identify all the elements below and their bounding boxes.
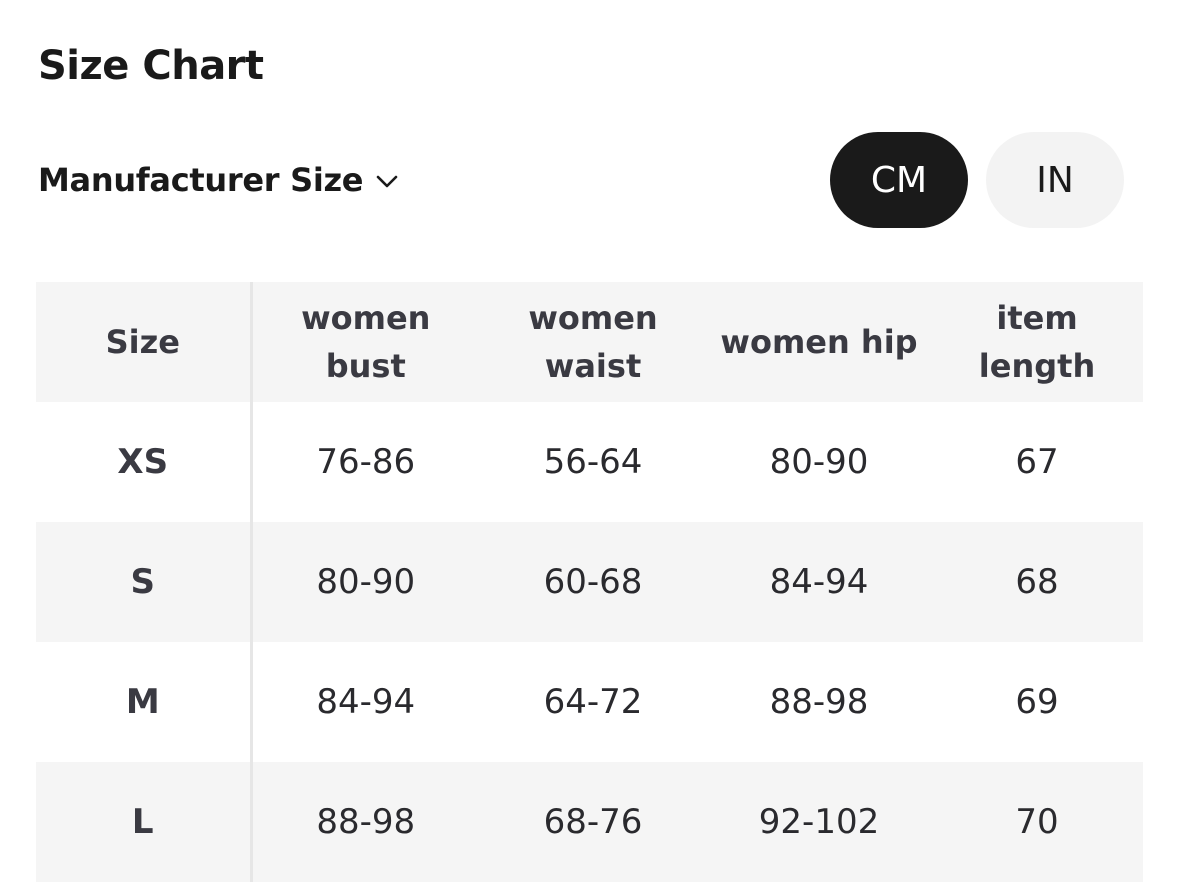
bust-cell: 84-94	[316, 682, 416, 722]
waist-cell: 56-64	[543, 442, 643, 482]
size-cell: XS	[36, 402, 253, 522]
size-system-dropdown[interactable]: Manufacturer Size	[38, 154, 399, 206]
column-header-waist: women waist	[528, 299, 658, 385]
bust-cell: 80-90	[316, 562, 416, 602]
table-row: L 88-98 68-76 92-102 70	[36, 762, 1143, 882]
hip-cell: 84-94	[769, 562, 869, 602]
column-header-hip: women hip	[720, 323, 918, 361]
column-header-length: item length	[978, 299, 1096, 385]
size-chart-toolbar: Manufacturer Size CM IN	[38, 132, 1142, 228]
table-header-row: Size women bust women waist women hip it…	[36, 282, 1143, 402]
length-cell: 67	[1015, 442, 1059, 482]
waist-cell: 60-68	[543, 562, 643, 602]
size-system-label: Manufacturer Size	[38, 161, 364, 199]
length-cell: 68	[1015, 562, 1059, 602]
waist-cell: 68-76	[543, 802, 643, 842]
unit-toggle: CM IN	[830, 132, 1124, 228]
table-row: S 80-90 60-68 84-94 68	[36, 522, 1143, 642]
hip-cell: 80-90	[769, 442, 869, 482]
waist-cell: 64-72	[543, 682, 643, 722]
unit-cm-button[interactable]: CM	[830, 132, 968, 228]
table-row: XS 76-86 56-64 80-90 67	[36, 402, 1143, 522]
size-table: Size women bust women waist women hip it…	[36, 282, 1145, 882]
column-header-size: Size	[36, 282, 253, 402]
bust-cell: 88-98	[316, 802, 416, 842]
length-cell: 70	[1015, 802, 1059, 842]
hip-cell: 88-98	[769, 682, 869, 722]
size-cell: S	[36, 522, 253, 642]
length-cell: 69	[1015, 682, 1059, 722]
size-cell: L	[36, 762, 253, 882]
chevron-down-icon	[375, 174, 399, 190]
size-table-container: Size women bust women waist women hip it…	[36, 282, 1143, 882]
column-header-bust: women bust	[301, 299, 431, 385]
hip-cell: 92-102	[758, 802, 880, 842]
bust-cell: 76-86	[316, 442, 416, 482]
table-row: M 84-94 64-72 88-98 69	[36, 642, 1143, 762]
size-cell: M	[36, 642, 253, 762]
page-title: Size Chart	[38, 43, 264, 89]
unit-in-button[interactable]: IN	[986, 132, 1124, 228]
